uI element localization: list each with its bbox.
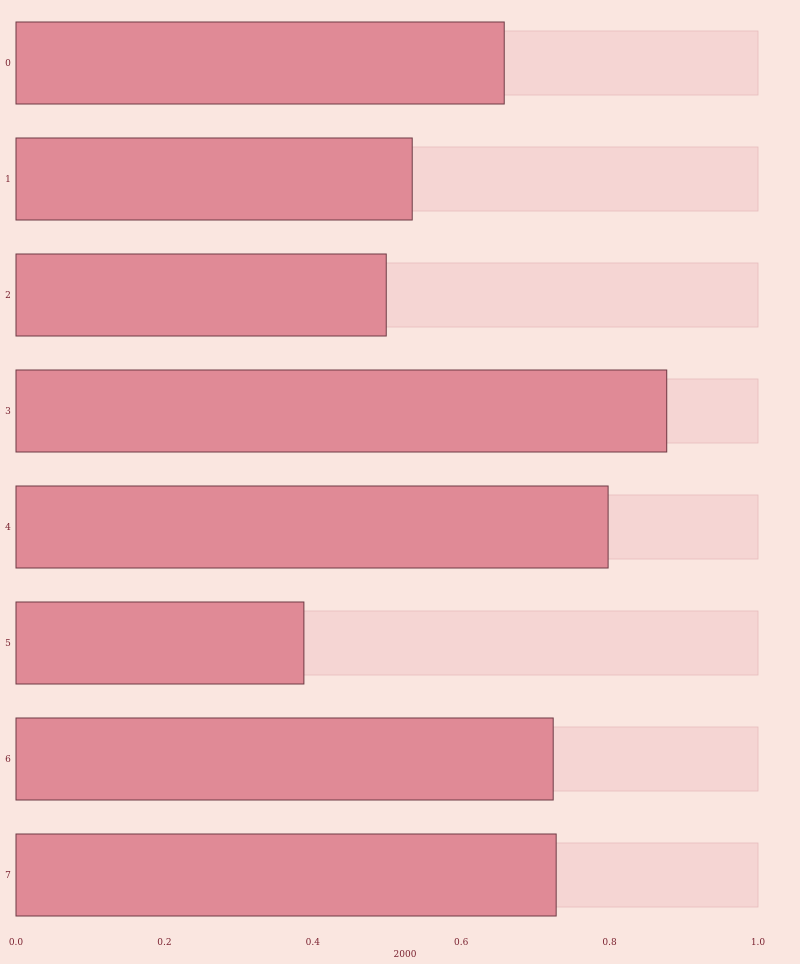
y-tick-label-6: 6 [5, 755, 11, 765]
bar-1 [15, 137, 413, 221]
bar-3 [15, 369, 668, 453]
x-axis-title: 2000 [394, 950, 417, 960]
x-tick-labels: 0.0 0.2 0.4 0.6 0.8 1.0 [9, 938, 766, 948]
y-tick-label-2: 2 [5, 291, 11, 301]
bar-2 [15, 253, 387, 337]
x-tick-label-5: 1.0 [751, 938, 766, 948]
bar-7 [15, 833, 557, 917]
bar-5 [15, 601, 305, 685]
y-tick-label-7: 7 [5, 871, 11, 881]
y-tick-label-0: 0 [5, 59, 11, 69]
bar-6 [15, 717, 554, 801]
bar-0 [15, 21, 505, 105]
y-tick-label-5: 5 [5, 639, 11, 649]
x-tick-label-0: 0.0 [9, 938, 24, 948]
x-tick-label-4: 0.8 [602, 938, 617, 948]
x-tick-label-3: 0.6 [454, 938, 469, 948]
bar-layer [15, 21, 668, 917]
x-tick-label-1: 0.2 [157, 938, 171, 948]
y-tick-label-4: 4 [5, 523, 11, 533]
bar-4 [15, 485, 609, 569]
y-tick-label-1: 1 [5, 175, 11, 185]
y-tick-labels: 0 1 2 3 4 5 6 7 [5, 59, 11, 881]
y-tick-label-3: 3 [5, 407, 11, 417]
x-tick-label-2: 0.4 [306, 938, 321, 948]
